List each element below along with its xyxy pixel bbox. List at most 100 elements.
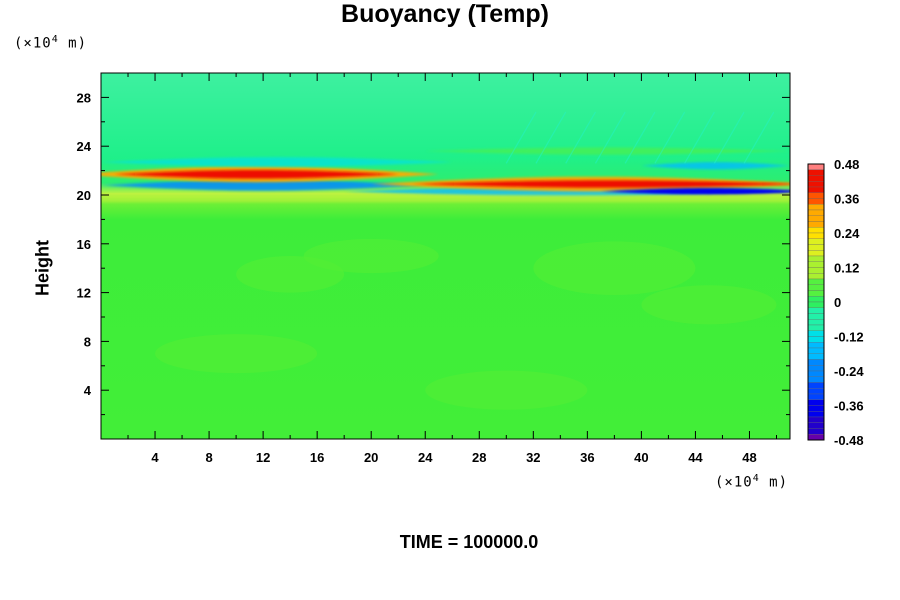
troposphere-patch bbox=[533, 241, 696, 296]
colorbar-segment bbox=[807, 359, 825, 366]
x-tick-label: 20 bbox=[364, 450, 378, 465]
troposphere-patch bbox=[303, 238, 439, 274]
colorbar-tick-label: -0.36 bbox=[834, 399, 864, 414]
stratosphere-wave bbox=[713, 111, 745, 164]
colorbar-segment bbox=[807, 296, 825, 303]
x-tick-label: 12 bbox=[256, 450, 270, 465]
colorbar-segment bbox=[807, 324, 825, 331]
colorbar-segment bbox=[807, 221, 825, 228]
x-unit-prefix: (×10 bbox=[715, 474, 753, 491]
troposphere-patch bbox=[425, 370, 588, 410]
colorbar-tick-label: 0.48 bbox=[834, 157, 859, 172]
colorbar-tick-label: 0 bbox=[834, 295, 841, 310]
colorbar-segment bbox=[807, 261, 825, 268]
colorbar-segment bbox=[807, 215, 825, 222]
x-axis-unit: (×104 m) bbox=[715, 473, 788, 491]
colorbar-segment bbox=[807, 169, 825, 176]
cold-band-core bbox=[600, 187, 790, 195]
y-tick-label: 20 bbox=[77, 188, 91, 203]
x-tick-label: 4 bbox=[151, 450, 159, 465]
warm-band-core bbox=[114, 169, 399, 179]
x-tick-label: 28 bbox=[472, 450, 486, 465]
x-unit-suffix: m) bbox=[759, 474, 789, 491]
colorbar-segment bbox=[807, 186, 825, 193]
colorbar-segment bbox=[807, 405, 825, 412]
colorbar-segment bbox=[807, 411, 825, 418]
y-tick-label: 4 bbox=[84, 383, 92, 398]
cold-band bbox=[101, 157, 453, 167]
colorbar-segment bbox=[807, 330, 825, 337]
colorbar-segment bbox=[807, 244, 825, 251]
stratosphere-wave bbox=[594, 111, 626, 164]
y-tick-label: 24 bbox=[77, 139, 92, 154]
y-tick-label: 8 bbox=[84, 334, 91, 349]
colorbar-segment bbox=[807, 307, 825, 314]
upper-band bbox=[641, 162, 790, 170]
colorbar-segment bbox=[807, 278, 825, 285]
colorbar-segment bbox=[807, 255, 825, 262]
colorbar-segment bbox=[807, 353, 825, 360]
colorbar-segment bbox=[807, 250, 825, 257]
colorbar-segment bbox=[807, 428, 825, 435]
colorbar-segment bbox=[807, 175, 825, 182]
colorbar-segment bbox=[807, 365, 825, 372]
x-unit-exponent: 4 bbox=[752, 473, 760, 484]
plot-area bbox=[101, 73, 790, 439]
y-unit-prefix: (×10 bbox=[14, 35, 52, 52]
colorbar-segment bbox=[807, 416, 825, 423]
y-unit-suffix: m) bbox=[58, 35, 88, 52]
colorbar-segment bbox=[807, 209, 825, 216]
colorbar-segment bbox=[807, 290, 825, 297]
colorbar-segment bbox=[807, 232, 825, 239]
colorbar-segment bbox=[807, 313, 825, 320]
colorbar-segment bbox=[807, 376, 825, 383]
colorbar-segment bbox=[807, 301, 825, 308]
x-tick-label: 44 bbox=[688, 450, 703, 465]
y-tick-label: 12 bbox=[77, 286, 91, 301]
colorbar-segment bbox=[807, 267, 825, 274]
colorbar-segment bbox=[807, 273, 825, 280]
x-tick-label: 36 bbox=[580, 450, 594, 465]
y-axis-unit: (×104 m) bbox=[14, 34, 87, 52]
heatmap-features bbox=[101, 111, 790, 410]
x-tick-label: 32 bbox=[526, 450, 540, 465]
colorbar-segment bbox=[807, 227, 825, 234]
colorbar-tick-label: -0.12 bbox=[834, 330, 864, 345]
colorbar-tick-label: 0.24 bbox=[834, 226, 860, 241]
cold-band bbox=[101, 179, 426, 191]
colorbar-tick-label: -0.48 bbox=[834, 433, 864, 448]
colorbar: 0.48 0.36 0.24 0.12 0 -0.12 -0.24 -0.36 -0.48 bbox=[807, 157, 864, 448]
colorbar-segment bbox=[807, 342, 825, 349]
troposphere-patch bbox=[155, 334, 318, 374]
x-tick-label: 8 bbox=[205, 450, 212, 465]
colorbar-segment bbox=[807, 388, 825, 395]
y-unit-exponent: 4 bbox=[51, 34, 59, 45]
stratosphere-wave bbox=[565, 111, 596, 164]
colorbar-tick-label: -0.24 bbox=[834, 364, 864, 379]
x-tick-label: 16 bbox=[310, 450, 324, 465]
warm-band-core bbox=[411, 180, 790, 188]
x-tick-label: 24 bbox=[418, 450, 433, 465]
colorbar-segment bbox=[807, 192, 825, 199]
x-tick-label: 40 bbox=[634, 450, 648, 465]
colorbar-segment bbox=[807, 336, 825, 343]
y-tick-label: 28 bbox=[77, 90, 91, 105]
colorbar-segment bbox=[807, 204, 825, 211]
stratosphere-wave bbox=[684, 111, 715, 164]
y-tick-label: 16 bbox=[77, 237, 91, 252]
stratosphere-wave bbox=[535, 111, 567, 164]
colorbar-segment bbox=[807, 347, 825, 354]
colorbar-segment bbox=[807, 181, 825, 188]
colorbar-tick-label: 0.36 bbox=[834, 192, 859, 207]
colorbar-segment bbox=[807, 382, 825, 389]
colorbar-segment bbox=[807, 370, 825, 377]
tropopause-warm-strip bbox=[101, 195, 790, 203]
stratosphere-wave bbox=[743, 111, 775, 164]
colorbar-tick-label: 0.12 bbox=[834, 261, 859, 276]
upper-band bbox=[425, 147, 790, 155]
colorbar-frame bbox=[807, 163, 825, 441]
stratosphere-wave bbox=[624, 111, 656, 164]
stratosphere-wave bbox=[505, 111, 537, 164]
